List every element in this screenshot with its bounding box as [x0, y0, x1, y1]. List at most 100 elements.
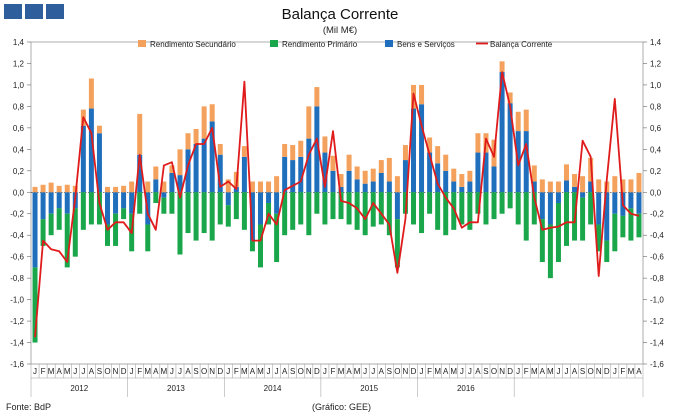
month-tick-label: M: [48, 367, 55, 376]
bar-rendimento-prim-rio: [258, 224, 263, 268]
month-tick-label: J: [33, 367, 37, 376]
bar-bens-e-servi-os: [475, 152, 481, 193]
chart-subtitle: (Mil M€): [322, 25, 358, 36]
bar-rendimento-secund-rio: [169, 165, 175, 173]
month-tick-label: F: [234, 367, 239, 376]
bar-bens-e-servi-os: [290, 160, 296, 193]
month-tick-label: N: [209, 367, 215, 376]
month-tick-label: N: [596, 367, 602, 376]
month-tick-label: A: [185, 367, 191, 376]
month-tick-label: D: [411, 367, 417, 376]
month-tick-label: J: [275, 367, 279, 376]
legend-swatch: [270, 40, 278, 47]
bar-rendimento-secund-rio: [588, 157, 594, 182]
bar-rendimento-prim-rio: [121, 208, 127, 220]
bar-rendimento-secund-rio: [241, 146, 247, 157]
month-tick-label: J: [565, 367, 569, 376]
y-tick-label-right: -1,6: [650, 360, 664, 369]
bar-rendimento-prim-rio: [193, 192, 199, 241]
bar-rendimento-prim-rio: [209, 192, 215, 241]
month-tick-label: A: [572, 367, 578, 376]
legend-swatch: [138, 40, 146, 47]
bar-bens-e-servi-os: [459, 186, 465, 193]
bar-bens-e-servi-os: [362, 183, 368, 193]
bar-rendimento-secund-rio: [105, 186, 110, 193]
bar-rendimento-prim-rio: [177, 192, 183, 255]
month-tick-label: J: [420, 367, 424, 376]
y-tick-label-right: -0,6: [650, 253, 664, 262]
bar-rendimento-secund-rio: [193, 128, 199, 144]
y-tick-label-left: -0,6: [10, 253, 24, 262]
y-tick-label-left: -1,6: [10, 360, 24, 369]
y-tick-label-right: 0,4: [650, 145, 662, 154]
bar-rendimento-prim-rio: [298, 192, 304, 225]
legend-swatch: [385, 40, 393, 47]
bar-rendimento-prim-rio: [314, 192, 320, 214]
bar-rendimento-secund-rio: [32, 186, 38, 193]
bar-rendimento-prim-rio: [72, 208, 78, 257]
month-tick-label: J: [226, 367, 230, 376]
month-tick-label: A: [443, 367, 449, 376]
bar-rendimento-prim-rio: [362, 192, 368, 236]
month-tick-label: D: [507, 367, 513, 376]
month-tick-label: M: [450, 367, 457, 376]
month-tick-label: O: [104, 367, 110, 376]
bar-rendimento-secund-rio: [386, 157, 392, 182]
bar-bens-e-servi-os: [338, 186, 344, 193]
bar-rendimento-secund-rio: [467, 170, 473, 182]
bar-bens-e-servi-os: [185, 149, 191, 193]
bar-rendimento-prim-rio: [539, 219, 545, 263]
month-tick-label: M: [628, 367, 635, 376]
month-tick-label: N: [113, 367, 119, 376]
bar-bens-e-servi-os: [161, 192, 167, 198]
bar-bens-e-servi-os: [419, 104, 425, 193]
month-tick-label: M: [257, 367, 264, 376]
month-tick-label: D: [217, 367, 223, 376]
bank-logo-icon: [4, 4, 64, 19]
bar-rendimento-secund-rio: [402, 145, 408, 161]
bar-rendimento-prim-rio: [56, 208, 62, 230]
bar-bens-e-servi-os: [48, 192, 54, 214]
month-tick-label: J: [178, 367, 182, 376]
bar-rendimento-prim-rio: [378, 192, 384, 225]
bar-rendimento-secund-rio: [572, 174, 578, 187]
legend-label: Rendimento Primário: [282, 40, 358, 49]
bar-rendimento-secund-rio: [96, 125, 102, 134]
bar-bens-e-servi-os: [32, 192, 38, 268]
month-tick-label: J: [460, 367, 464, 376]
bar-bens-e-servi-os: [177, 175, 183, 193]
bar-rendimento-secund-rio: [306, 106, 312, 139]
bar-rendimento-prim-rio: [274, 213, 280, 263]
month-tick-label: J: [267, 367, 271, 376]
month-tick-label: A: [282, 367, 288, 376]
month-tick-label: M: [144, 367, 151, 376]
y-tick-label-right: 0,6: [650, 124, 662, 133]
bar-rendimento-prim-rio: [499, 192, 505, 214]
month-tick-label: F: [620, 367, 625, 376]
y-tick-label-left: -1,2: [10, 317, 24, 326]
bar-rendimento-secund-rio: [64, 184, 70, 193]
bar-rendimento-prim-rio: [113, 213, 119, 246]
chart-title: Balança Corrente: [281, 6, 399, 23]
bar-rendimento-secund-rio: [129, 181, 135, 193]
bar-rendimento-secund-rio: [266, 181, 272, 193]
month-tick-label: F: [41, 367, 46, 376]
bar-rendimento-secund-rio: [443, 154, 449, 171]
bar-rendimento-secund-rio: [459, 174, 465, 187]
bar-rendimento-secund-rio: [298, 140, 304, 157]
bar-rendimento-prim-rio: [483, 192, 489, 225]
logo-square: [46, 4, 64, 19]
bar-rendimento-prim-rio: [290, 192, 296, 230]
bar-rendimento-secund-rio: [515, 111, 521, 132]
bar-rendimento-secund-rio: [628, 179, 634, 193]
bar-rendimento-prim-rio: [48, 213, 54, 236]
bar-rendimento-secund-rio: [113, 186, 119, 193]
bar-rendimento-secund-rio: [354, 166, 360, 180]
y-tick-label-left: 0,6: [13, 124, 25, 133]
bar-rendimento-secund-rio: [523, 109, 529, 132]
bar-rendimento-prim-rio: [507, 192, 513, 209]
month-tick-label: M: [161, 367, 168, 376]
month-tick-label: O: [491, 367, 497, 376]
bar-rendimento-prim-rio: [419, 192, 425, 234]
bar-rendimento-secund-rio: [394, 176, 400, 193]
